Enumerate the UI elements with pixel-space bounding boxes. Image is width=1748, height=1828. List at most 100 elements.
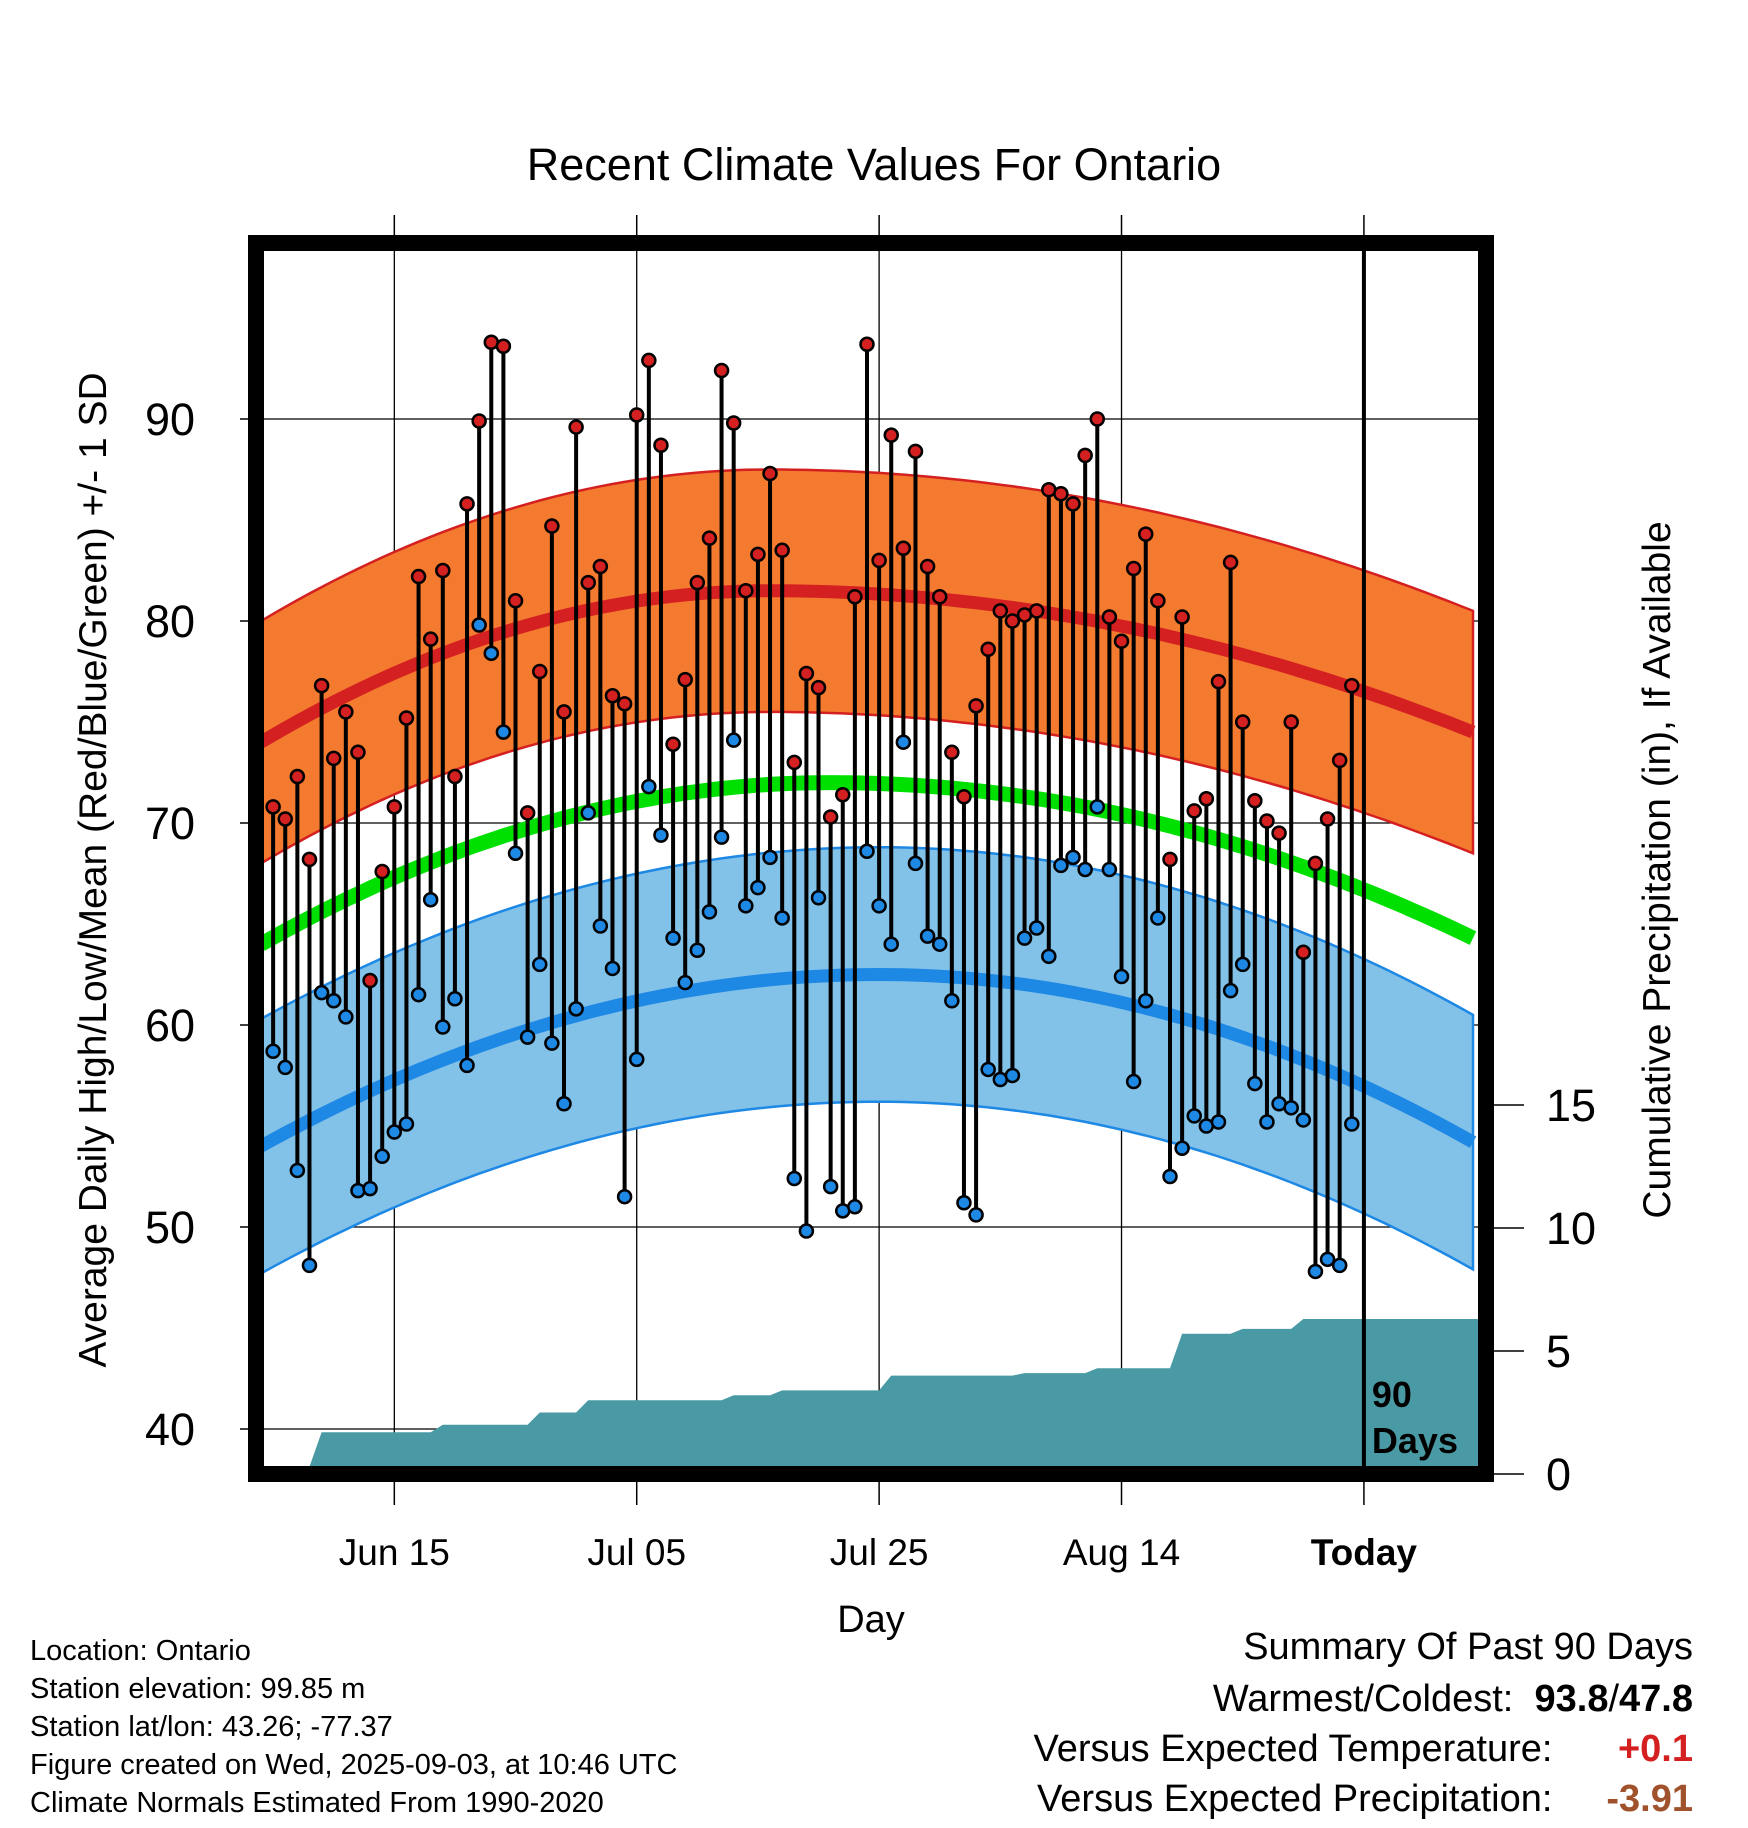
- low-temp-point: [762, 849, 778, 866]
- temperature-departure-row: Versus Expected Temperature: +0.1: [1034, 1728, 1693, 1771]
- high-temp-point: [701, 530, 718, 546]
- high-temp-point: [277, 811, 293, 827]
- station-info: Location: Ontario Station elevation: 99.…: [30, 1632, 678, 1822]
- low-temp-point: [883, 936, 899, 952]
- today-marker-label: 90: [1372, 1374, 1412, 1415]
- high-temp-point: [459, 496, 475, 512]
- warmest-coldest-label: Warmest/Coldest:: [1212, 1678, 1514, 1720]
- low-temp-point: [1234, 956, 1251, 973]
- high-temp-point: [362, 972, 378, 989]
- low-temp-point: [338, 1009, 354, 1025]
- low-temp-point: [1307, 1263, 1324, 1280]
- high-temp-point: [786, 754, 803, 771]
- high-temp-point: [677, 671, 693, 688]
- low-temp-point: [956, 1195, 972, 1211]
- low-temp-point: [871, 898, 887, 914]
- high-temp-point: [1222, 554, 1239, 571]
- low-temp-point: [1162, 1168, 1178, 1185]
- low-temp-point: [1101, 861, 1118, 878]
- low-temp-point: [1113, 968, 1130, 985]
- low-temp-point: [1331, 1257, 1348, 1274]
- high-temp-point: [1028, 603, 1045, 619]
- high-temp-point: [992, 603, 1009, 619]
- low-temp-point: [471, 617, 487, 633]
- low-temp-point: [398, 1116, 415, 1132]
- y-left-tick-label: 50: [145, 1202, 195, 1253]
- daily-points: [265, 334, 1360, 1280]
- low-temp-point: [301, 1257, 318, 1274]
- low-temp-point: [1077, 861, 1093, 878]
- low-temp-point: [350, 1182, 366, 1199]
- high-temp-point: [422, 631, 439, 647]
- high-temp-point: [762, 465, 778, 482]
- low-temp-point: [738, 898, 754, 914]
- low-temp-point: [1222, 982, 1239, 999]
- low-temp-point: [580, 805, 596, 821]
- high-temp-point: [532, 663, 548, 680]
- high-temp-point: [725, 415, 742, 431]
- high-temp-point: [822, 809, 839, 825]
- high-temp-point: [616, 696, 633, 712]
- low-temp-point: [410, 986, 427, 1003]
- temperature-departure-value: +0.1: [1617, 1728, 1693, 1770]
- low-temp-point: [1295, 1112, 1312, 1128]
- high-temp-point: [1162, 851, 1178, 868]
- plot-area: 90 Days 40 50 60 70 80 90 0 5 10 15 Jun 15 Jul 05 Jul …: [145, 215, 1596, 1573]
- x-axis-label: Day: [837, 1599, 905, 1641]
- temperature-departure-label: Versus Expected Temperature:: [1033, 1728, 1553, 1770]
- high-temp-point: [980, 641, 996, 658]
- precipitation-area: [262, 1319, 1480, 1470]
- high-temp-point: [1101, 609, 1118, 625]
- low-temp-point: [1174, 1140, 1190, 1156]
- high-temp-point: [750, 546, 766, 563]
- high-temp-point: [1004, 613, 1021, 629]
- low-temp-point: [1247, 1075, 1263, 1092]
- high-temp-point: [544, 518, 560, 534]
- high-temp-point: [1065, 496, 1081, 512]
- low-temp-point: [907, 855, 924, 872]
- low-temp-point: [1344, 1116, 1360, 1132]
- warmest-coldest-separator: /: [1608, 1678, 1620, 1720]
- latlon-text: Station lat/lon: 43.26; -77.37: [30, 1711, 393, 1743]
- y-axis-label-left: Average Daily High/Low/Mean (Red/Blue/Gr…: [72, 372, 115, 1367]
- high-temp-point: [1174, 609, 1190, 625]
- low-temp-point: [544, 1035, 560, 1051]
- high-temp-point: [265, 799, 281, 815]
- low-temp-point: [859, 843, 875, 860]
- high-temp-point: [1234, 714, 1251, 730]
- high-temp-point: [1283, 714, 1299, 730]
- low-temp-point: [847, 1199, 863, 1215]
- low-temp-point: [1065, 849, 1081, 866]
- low-temp-point: [919, 928, 936, 944]
- low-temp-point: [616, 1188, 633, 1205]
- y-left-tick-label: 60: [145, 1000, 195, 1051]
- high-temp-point: [1331, 752, 1348, 769]
- high-temp-point: [665, 736, 681, 752]
- high-temp-point: [1210, 673, 1227, 690]
- high-temp-point: [556, 704, 572, 720]
- high-temp-point: [313, 677, 330, 694]
- low-temp-point: [1283, 1100, 1299, 1116]
- low-temp-point: [1053, 857, 1069, 874]
- low-temp-point: [519, 1029, 536, 1045]
- high-temp-point: [628, 407, 645, 423]
- high-temp-point: [1077, 447, 1093, 464]
- high-temp-point: [956, 788, 972, 805]
- high-temp-point: [1247, 793, 1263, 809]
- high-temp-point: [1150, 593, 1166, 609]
- low-temp-point: [750, 879, 766, 896]
- low-temp-point: [1016, 930, 1033, 946]
- high-temp-point: [350, 744, 366, 761]
- coldest-value: 47.8: [1619, 1678, 1693, 1720]
- high-temp-point: [1089, 411, 1106, 427]
- chart-title: Recent Climate Values For Ontario: [527, 139, 1221, 190]
- location-text: Location: Ontario: [30, 1635, 251, 1667]
- low-temp-point: [689, 942, 706, 959]
- y-axis-label-right: Cumulative Precipitation (in), If Availa…: [1636, 521, 1679, 1218]
- low-temp-point: [265, 1043, 281, 1060]
- high-temp-point: [689, 574, 706, 591]
- y-right-tick-label: 5: [1546, 1326, 1571, 1377]
- high-temp-point: [810, 679, 827, 696]
- high-temp-point: [289, 768, 306, 785]
- low-temp-point: [532, 956, 548, 973]
